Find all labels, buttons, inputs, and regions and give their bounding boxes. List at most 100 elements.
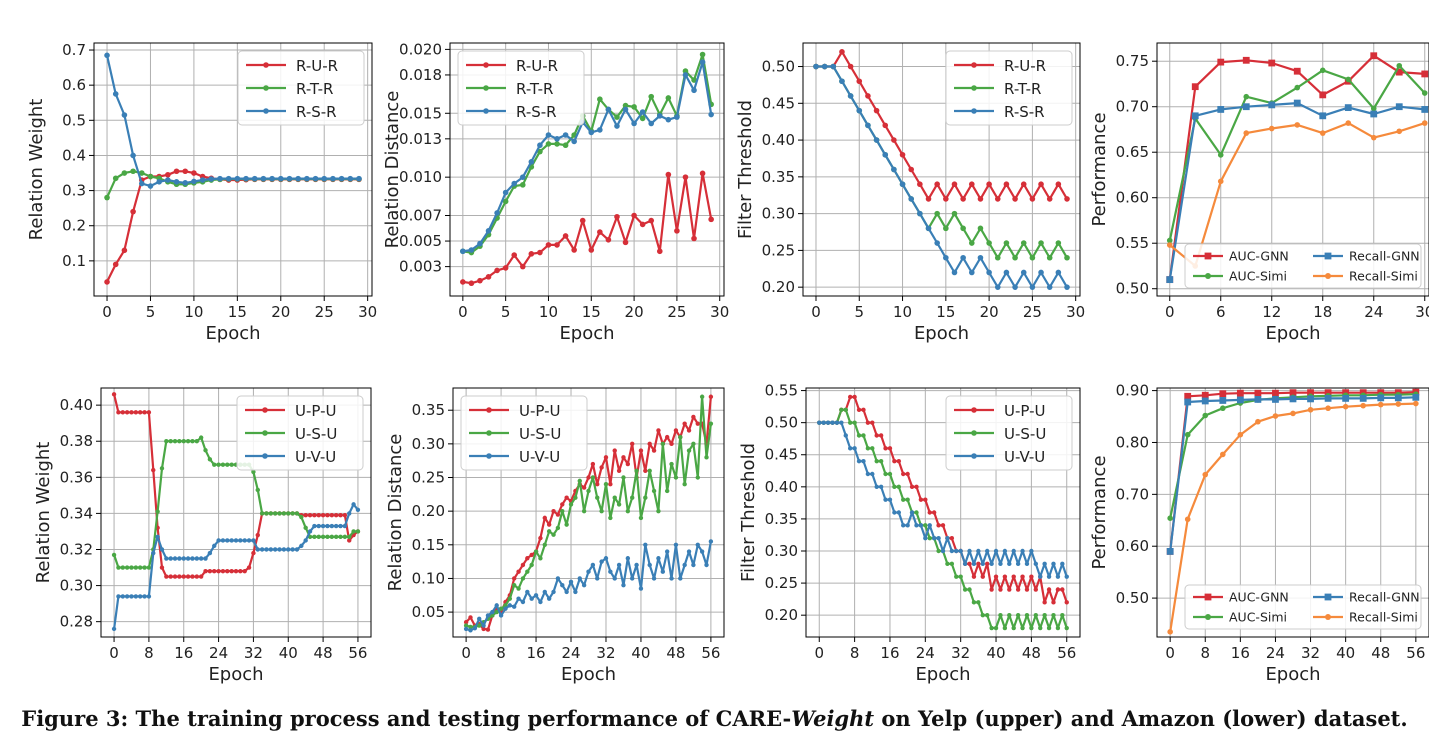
data-point	[121, 247, 128, 254]
x-tick-label: 0	[1165, 644, 1175, 662]
legend-box	[1184, 243, 1422, 289]
data-point	[528, 159, 535, 165]
data-point	[129, 410, 134, 415]
data-point	[1243, 130, 1250, 136]
data-point	[342, 513, 348, 518]
data-point	[1421, 70, 1429, 78]
data-point	[1319, 67, 1326, 74]
data-point	[255, 532, 260, 538]
data-point	[674, 114, 680, 120]
data-point	[216, 462, 221, 467]
data-point	[865, 420, 871, 425]
data-point	[251, 538, 256, 543]
data-point	[502, 198, 509, 205]
plot-frame	[802, 42, 1081, 297]
data-point	[529, 596, 534, 601]
data-point	[104, 279, 110, 285]
data-point	[503, 603, 508, 608]
data-point	[1166, 276, 1174, 284]
data-point	[949, 548, 955, 554]
data-point	[286, 547, 291, 552]
data-point	[1064, 254, 1070, 261]
data-point	[883, 497, 888, 502]
data-point	[290, 547, 295, 552]
data-point	[958, 548, 963, 554]
data-point	[945, 561, 950, 567]
data-point	[830, 420, 835, 425]
data-point	[648, 120, 655, 127]
data-point	[595, 495, 600, 500]
legend-label: U-P-U	[519, 402, 561, 420]
data-point	[1294, 122, 1301, 128]
data-point	[537, 249, 543, 256]
data-point	[968, 269, 975, 276]
data-point	[1201, 397, 1209, 405]
legend-label: AUC-Simi	[1229, 610, 1287, 625]
data-point	[1064, 600, 1069, 605]
data-point	[468, 628, 473, 633]
y-tick-label: 0.25	[762, 241, 795, 259]
data-point	[1007, 587, 1012, 592]
data-point	[691, 87, 697, 94]
data-point	[1167, 515, 1173, 522]
data-point	[616, 502, 622, 507]
data-point	[190, 556, 195, 561]
data-point	[614, 114, 620, 120]
data-point	[538, 556, 543, 561]
data-point	[208, 176, 215, 182]
data-point	[485, 228, 492, 234]
data-point	[639, 221, 646, 228]
data-point	[468, 247, 475, 253]
data-point	[168, 574, 173, 579]
data-point	[638, 515, 644, 521]
legend-box	[236, 395, 364, 471]
data-point	[485, 274, 492, 280]
chart-panel-6: 0 8 16 24 32 40 48 56 0.05 0.10 0.15 0.20 0.25 0.30 0.…	[385, 387, 725, 685]
data-point	[951, 181, 958, 188]
data-point	[537, 142, 543, 149]
data-point	[586, 569, 591, 574]
data-point	[1290, 410, 1296, 417]
data-point	[1342, 403, 1349, 410]
data-point	[962, 561, 968, 567]
data-point	[669, 576, 674, 581]
data-point	[622, 239, 629, 246]
legend-marker	[486, 430, 492, 436]
data-point	[1020, 548, 1025, 554]
data-point	[325, 523, 330, 529]
data-point	[130, 152, 136, 159]
data-point	[281, 547, 287, 552]
data-point	[621, 582, 626, 588]
legend-marker	[971, 453, 977, 459]
data-point	[927, 523, 932, 528]
data-point	[142, 565, 147, 570]
data-point	[874, 458, 879, 464]
data-point	[255, 547, 260, 552]
data-point	[960, 196, 966, 202]
data-point	[303, 538, 308, 543]
data-point	[1020, 240, 1027, 246]
data-point	[268, 511, 274, 516]
data-point	[1015, 561, 1021, 567]
data-point	[873, 137, 880, 143]
data-point	[555, 512, 561, 517]
y-tick-label: 0.45	[765, 446, 798, 464]
x-tick-label: 30	[710, 303, 729, 321]
x-tick-label: 25	[667, 303, 686, 321]
data-point	[656, 248, 663, 255]
data-point	[1319, 130, 1326, 136]
data-point	[856, 78, 863, 85]
data-point	[333, 534, 339, 540]
data-point	[338, 513, 343, 518]
data-point	[112, 261, 119, 268]
data-point	[621, 455, 626, 460]
data-point	[147, 173, 154, 180]
data-point	[603, 556, 609, 561]
data-point	[656, 556, 661, 561]
data-point	[847, 394, 853, 400]
data-point	[511, 180, 518, 187]
data-point	[460, 248, 466, 255]
legend-marker	[263, 108, 269, 114]
data-point	[943, 196, 949, 202]
x-tick-label: 20	[271, 303, 290, 321]
